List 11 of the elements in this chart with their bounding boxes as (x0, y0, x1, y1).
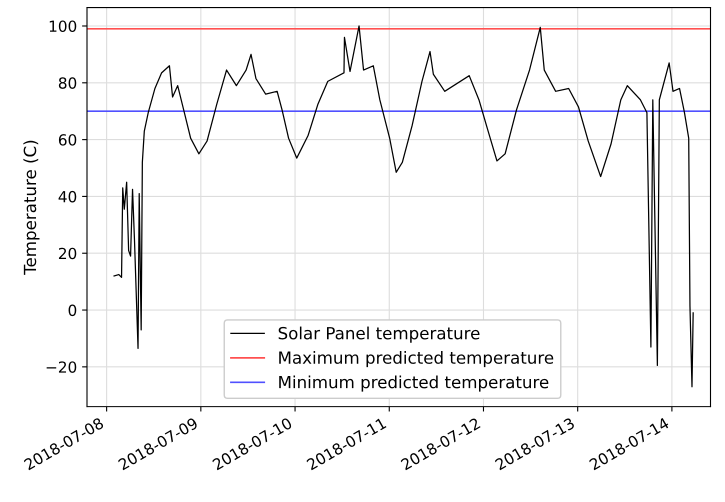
y-tick-label: 80 (58, 77, 76, 89)
y-tick-label: 40 (58, 190, 76, 202)
y-tick-label: 0 (68, 304, 76, 316)
y-tick-label: 100 (50, 20, 76, 32)
y-tick-label: 60 (58, 134, 76, 146)
y-tick-label: −20 (46, 361, 76, 373)
y-tick-label: 20 (58, 248, 76, 260)
legend-label: Maximum predicted temperature (279, 351, 554, 368)
legend-label: Minimum predicted temperature (279, 375, 548, 392)
legend-label: Solar Panel temperature (278, 326, 480, 343)
y-axis-title: Temperature (C) (23, 140, 40, 275)
